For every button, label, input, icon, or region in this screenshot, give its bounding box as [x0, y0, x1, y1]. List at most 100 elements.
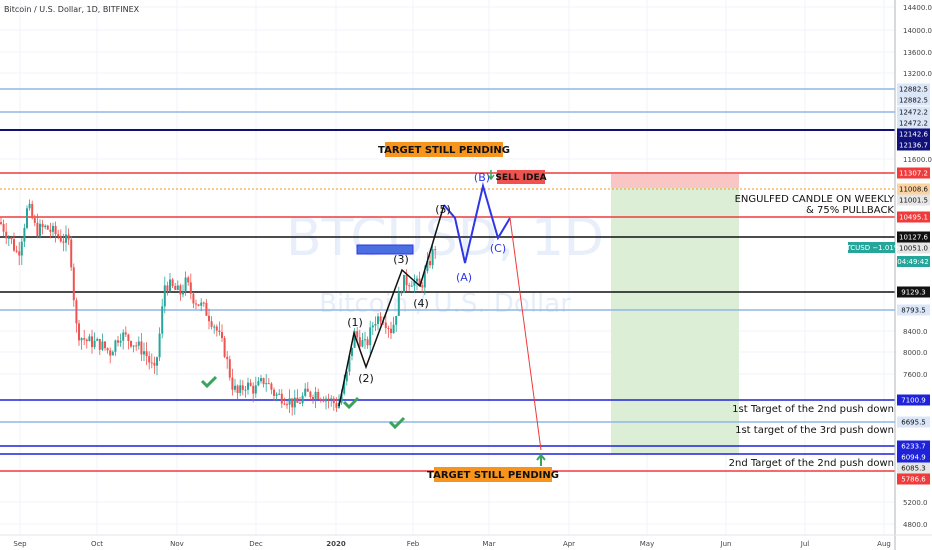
check-mark-icon	[200, 375, 218, 389]
candle-body	[156, 357, 158, 366]
candle-body	[75, 300, 78, 324]
resistance-box	[356, 244, 414, 255]
candle-body	[395, 315, 398, 325]
price-badge-label: 12882.5	[899, 97, 928, 105]
price-badge	[897, 106, 930, 118]
wave-label-5: (5)	[435, 203, 451, 216]
candle-body	[33, 218, 36, 223]
candle-body	[23, 227, 26, 242]
candle-body	[78, 323, 80, 341]
price-badge	[897, 183, 930, 195]
time-tick-label: Oct	[91, 540, 103, 548]
candle-body	[18, 251, 21, 256]
candle-body	[403, 274, 405, 293]
candle-body	[247, 382, 249, 390]
candle-body	[413, 281, 416, 286]
wave-blue-path	[443, 182, 511, 264]
watermark-symbol: BTCUSD, 1D	[286, 208, 604, 268]
price-badge	[897, 451, 930, 463]
wave-label-3: (3)	[393, 253, 409, 266]
price-badge	[897, 304, 930, 316]
candle-body	[197, 304, 200, 306]
candle-body	[26, 208, 28, 228]
candle-body	[106, 348, 109, 351]
candle-body	[273, 389, 275, 396]
price-badge	[897, 128, 930, 140]
arrow-down-icon	[487, 170, 495, 181]
wave-label-a: (A)	[456, 271, 472, 284]
price-badge-label: 6695.5	[901, 419, 926, 427]
price-badge-label: 12472.2	[899, 120, 928, 128]
candle-body	[153, 362, 156, 366]
candle-body	[140, 341, 143, 355]
price-badge-label: 10051.0	[899, 245, 928, 253]
candle-body	[379, 316, 382, 322]
price-badge	[897, 194, 930, 206]
target-note-1: 1st Target of the 2nd push down	[732, 404, 894, 415]
price-badge-label: 9129.3	[901, 289, 926, 297]
price-badge	[897, 440, 930, 452]
candle-body	[137, 341, 140, 346]
candle-body	[67, 234, 70, 240]
candle-body	[171, 279, 174, 286]
candle-body	[39, 223, 41, 236]
price-tick-label: 13200.0	[903, 70, 932, 78]
price-badge-label: 11307.2	[899, 170, 928, 178]
candle-body	[429, 261, 431, 266]
check-mark-icon	[388, 416, 406, 430]
arrow-up-icon	[536, 453, 546, 466]
price-badge-label: 12472.2	[899, 109, 928, 117]
candle-body	[88, 336, 91, 342]
target-pending-bottom-box	[434, 467, 552, 482]
price-badge-label: 6233.7	[901, 443, 926, 451]
candle-body	[176, 285, 179, 290]
candle-body	[52, 225, 54, 232]
candle-body	[366, 339, 369, 346]
candle-body	[20, 241, 23, 256]
candles	[0, 199, 437, 416]
candle-body	[312, 397, 314, 399]
candle-body	[195, 303, 197, 305]
engulfed-note-line1: ENGULFED CANDLE ON WEEKLY	[735, 194, 895, 205]
candle-body	[351, 347, 353, 356]
price-badge	[897, 117, 930, 129]
time-tick-label: 2020	[326, 540, 346, 548]
candle-body	[353, 331, 356, 348]
candle-body	[124, 332, 127, 335]
price-badge	[897, 139, 930, 151]
candle-body	[397, 293, 400, 316]
price-badge	[897, 416, 930, 428]
candle-body	[91, 336, 93, 348]
candle-body	[234, 385, 236, 390]
candle-body	[150, 362, 153, 364]
candle-body	[317, 391, 320, 399]
candle-body	[260, 378, 262, 382]
candle-body	[101, 341, 104, 350]
candle-body	[85, 339, 88, 342]
candle-body	[83, 338, 86, 340]
price-badge-label: 12882.5	[899, 86, 928, 94]
candle-body	[200, 302, 203, 306]
candle-body	[348, 355, 351, 372]
candle-body	[280, 393, 283, 404]
price-badge-label: 7100.9	[901, 397, 926, 405]
price-tick-label: 11600.0	[903, 156, 932, 164]
candle-body	[330, 398, 333, 400]
candle-body	[275, 394, 278, 396]
candle-body	[369, 327, 372, 346]
countdown-text: 04:49:42	[897, 258, 928, 266]
live-price-badge	[848, 242, 895, 253]
candle-body	[278, 393, 281, 395]
candle-body	[343, 381, 346, 394]
candle-body	[416, 278, 418, 282]
candle-body	[226, 356, 229, 360]
candle-body	[288, 398, 291, 405]
wave-label-b: (B)	[474, 171, 490, 184]
time-tick-label: Jun	[720, 540, 732, 548]
price-badge-label: 10495.1	[899, 214, 928, 222]
sell-idea-box	[497, 170, 545, 184]
candle-body	[15, 250, 18, 252]
time-tick-label: Apr	[563, 540, 575, 548]
candle-body	[400, 292, 403, 294]
candle-body	[358, 337, 361, 347]
